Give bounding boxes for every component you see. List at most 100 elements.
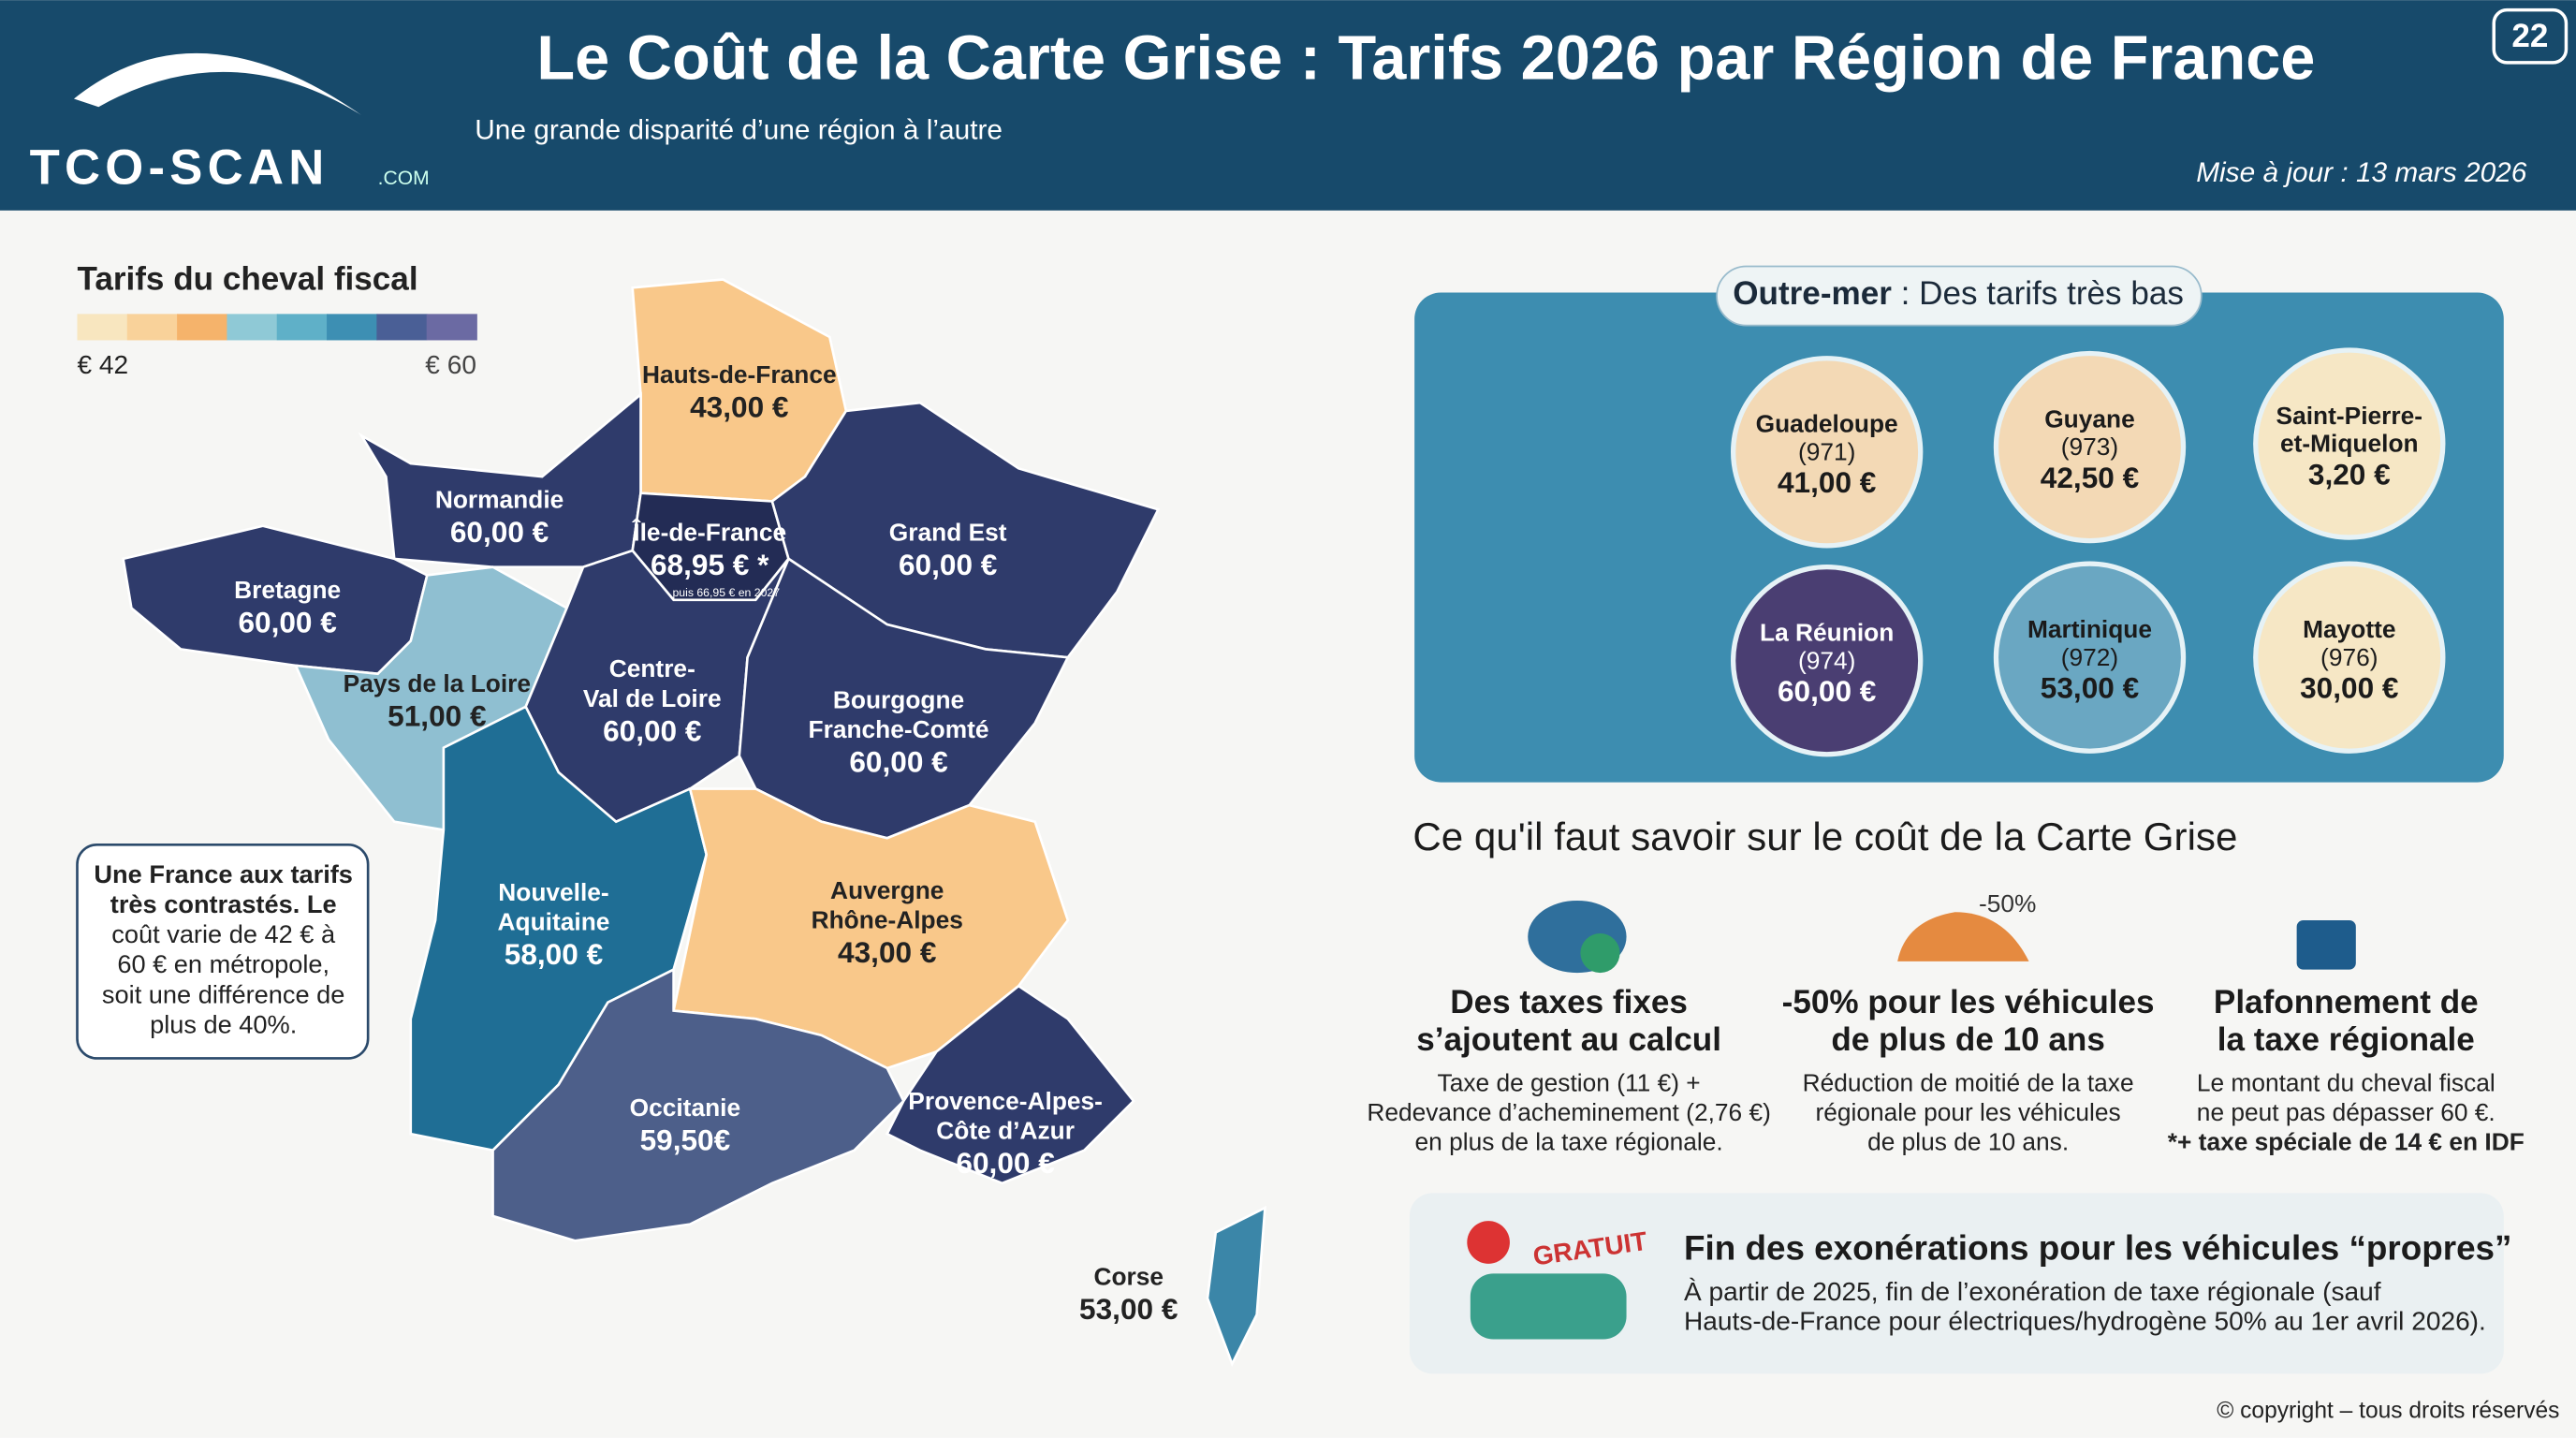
car-icon (1897, 912, 2029, 961)
region-price: 43,00 € (838, 935, 936, 969)
territory-name: Guadeloupe (1756, 410, 1898, 438)
fact-body: de plus de 10 ans. (1867, 1128, 2069, 1156)
legend-title: Tarifs du cheval fiscal (77, 261, 417, 298)
banner-title: Fin des exonérations pour les véhicules … (1684, 1229, 2512, 1268)
region-price: 59,50€ (640, 1123, 731, 1156)
fact-heading: s’ajoutent au calcul (1416, 1021, 1721, 1058)
territory-name: Saint-Pierre- (2276, 402, 2422, 430)
territory-circle (1993, 350, 2187, 544)
region-name: Grand Est (889, 519, 1007, 547)
region-name: Provence-Alpes- (908, 1087, 1103, 1115)
region-price: 60,00 € (238, 605, 336, 638)
territory-price: 30,00 € (2300, 671, 2398, 705)
fact-heading: Plafonnement de (2214, 984, 2479, 1020)
banner-body: Hauts-de-France pour électriques/hydrogè… (1684, 1306, 2486, 1335)
region-price: 58,00 € (505, 937, 603, 971)
page-badge (2492, 7, 2569, 65)
territory-name: (976) (2320, 643, 2378, 671)
territory-name: (973) (2061, 433, 2118, 461)
legend-swatch (327, 314, 378, 341)
territory-price: 42,50 € (2041, 461, 2139, 494)
region-name: Normandie (435, 485, 564, 513)
region-name: Auvergne (830, 876, 944, 904)
region-name: Centre- (609, 654, 695, 682)
region-name: Côte d’Azur (936, 1116, 1075, 1144)
outre-mer-title-pill (1716, 265, 2203, 327)
legend-swatch (276, 314, 328, 341)
territory-price: 3,20 € (2308, 457, 2391, 491)
territory-name: La Réunion (1760, 619, 1894, 647)
page-number: 22 (2511, 18, 2548, 54)
facts-title: Ce qu'il faut savoir sur le coût de la C… (1412, 814, 2237, 858)
region-shape (770, 401, 1161, 659)
fact-body: Taxe de gestion (11 €) + (1438, 1068, 1701, 1096)
fact-heading: de plus de 10 ans (1831, 1021, 2105, 1058)
territory-name: Guyane (2044, 404, 2135, 433)
outre-mer-title-rest: : Des tarifs très bas (1892, 275, 2184, 312)
fact-body: Le montant du cheval fiscal (2197, 1068, 2496, 1096)
fact-body: Redevance d’acheminement (2,76 €) (1367, 1098, 1770, 1126)
region-name: Aquitaine (498, 907, 610, 935)
region-shape (1206, 1205, 1266, 1368)
region-name: Nouvelle- (498, 878, 608, 906)
fact-body: régionale pour les véhicules (1816, 1098, 2121, 1126)
banner-body: À partir de 2025, fin de l’exonération d… (1684, 1277, 2381, 1306)
legend-swatch (126, 314, 178, 341)
region-name: Occitanie (630, 1093, 740, 1122)
region-price: 53,00 € (1079, 1292, 1178, 1326)
footer: © copyright – tous droits réservés (2217, 1398, 2559, 1423)
territory-circle (1730, 356, 1924, 549)
region-name: Corse (1093, 1263, 1164, 1291)
region-name: Bourgogne (833, 686, 964, 714)
territory-price: 41,00 € (1778, 465, 1876, 499)
outre-mer-title-bold: Outre-mer (1733, 275, 1892, 312)
banner-box (1409, 1193, 2504, 1374)
region-name: Hauts-de-France (642, 360, 837, 389)
region-name: Val de Loire (583, 684, 722, 712)
territory-name: Martinique (2027, 615, 2152, 643)
legend-swatch (77, 314, 128, 341)
title: Le Coût de la Carte Grise : Tarifs 2026 … (536, 23, 2315, 93)
legend-swatch (426, 314, 477, 341)
cross-icon (1467, 1221, 1510, 1264)
region-name: Franche-Comté (809, 715, 989, 743)
legend-swatch (376, 314, 428, 341)
callout-text: Une France aux tarifs (94, 859, 353, 888)
region-note: puis 66,95 € en 2027 (672, 586, 780, 599)
region-price: 60,00 € (849, 745, 947, 779)
region-price: 60,00 € (603, 713, 701, 747)
outre-mer-panel (1414, 292, 2504, 783)
logo: TCO-SCAN (30, 140, 329, 196)
territory-circle (2253, 347, 2446, 540)
fact-heading: -50% pour les véhicules (1782, 984, 2155, 1020)
legend-max: € 60 (425, 350, 476, 379)
callout-text: soit une différence de (102, 979, 344, 1008)
territory-name: (974) (1798, 646, 1855, 674)
fact-body: en plus de la taxe régionale. (1415, 1128, 1723, 1156)
region-shape (293, 565, 569, 831)
territory-circle (1993, 561, 2187, 754)
logo-swoosh (73, 52, 362, 115)
lock-icon (2296, 920, 2356, 970)
territory-price: 60,00 € (1778, 674, 1876, 708)
region-price: 51,00 € (388, 698, 486, 732)
region-shape (885, 984, 1135, 1185)
region-name: Bretagne (234, 576, 341, 604)
legend-min: € 42 (77, 350, 128, 379)
territory-name: (972) (2061, 643, 2118, 671)
outre-mer-title: Outre-mer : Des tarifs très bas (1733, 275, 2184, 312)
territory-name: Mayotte (2303, 615, 2395, 643)
callout-text: 60 € en métropole, (117, 949, 329, 978)
fact-body: ne peut pas dépasser 60 €. (2197, 1098, 2496, 1126)
territory-name: et-Miquelon (2280, 430, 2419, 458)
update-date: Mise à jour : 13 mars 2026 (2196, 157, 2527, 188)
region-name: Rhône-Alpes (812, 906, 963, 934)
region-price: 60,00 € (956, 1146, 1054, 1180)
callout-text: très contrastés. Le (110, 889, 337, 918)
region-shape (491, 967, 905, 1242)
territory-circle (2253, 561, 2446, 754)
callout-box (76, 843, 370, 1060)
legend-swatch (177, 314, 228, 341)
